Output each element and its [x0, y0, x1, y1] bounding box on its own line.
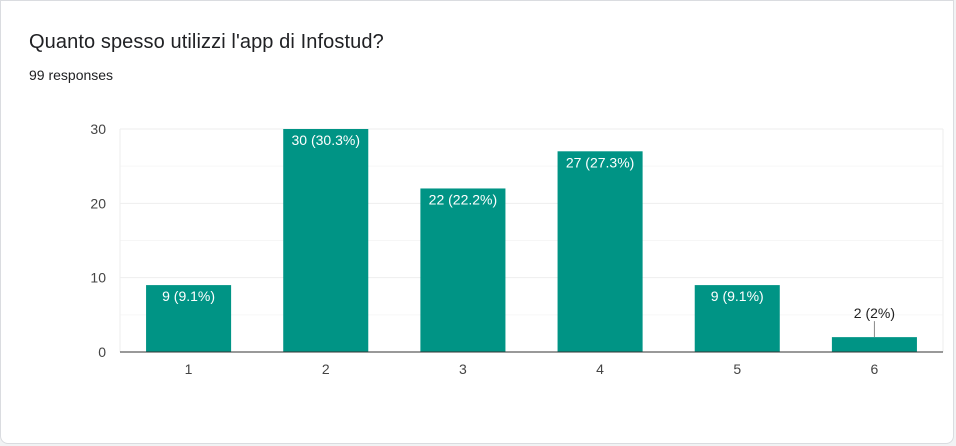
- bar-6: [831, 337, 917, 352]
- bars: [146, 129, 917, 352]
- x-tick-label: 2: [322, 361, 330, 377]
- gridlines: [119, 128, 944, 352]
- data-labels: 9 (9.1%) 30 (30.3%) 22 (22.2%) 27 (27.3%) 9 …: [162, 132, 895, 338]
- data-label-1: 9 (9.1%): [162, 288, 215, 304]
- bar-1: [146, 285, 232, 352]
- data-label-4: 27 (27.3%): [566, 154, 634, 170]
- x-tick-label: 3: [459, 361, 467, 377]
- data-label-2: 30 (30.3%): [292, 132, 360, 148]
- data-label-5: 9 (9.1%): [711, 288, 764, 304]
- x-tick-label: 1: [185, 361, 193, 377]
- response-count: 99 responses: [29, 67, 114, 83]
- data-label-3: 22 (22.2%): [429, 191, 497, 207]
- y-tick-label: 10: [90, 270, 106, 286]
- y-axis-ticks: 0 10 20 30: [90, 121, 106, 360]
- x-axis-ticks: 1 2 3 4 5 6: [185, 361, 879, 377]
- data-label-6: 2 (2%): [854, 305, 895, 321]
- y-tick-label: 30: [90, 121, 106, 137]
- x-tick-label: 6: [871, 361, 879, 377]
- bar-2: [283, 129, 369, 352]
- x-tick-label: 5: [733, 361, 741, 377]
- x-tick-label: 4: [596, 361, 604, 377]
- bar-5: [694, 285, 780, 352]
- y-tick-label: 0: [98, 344, 106, 360]
- bar-3: [420, 188, 506, 352]
- bar-4: [557, 151, 643, 352]
- y-tick-label: 20: [90, 195, 106, 211]
- question-title: Quanto spesso utilizzi l'app di Infostud…: [29, 31, 384, 53]
